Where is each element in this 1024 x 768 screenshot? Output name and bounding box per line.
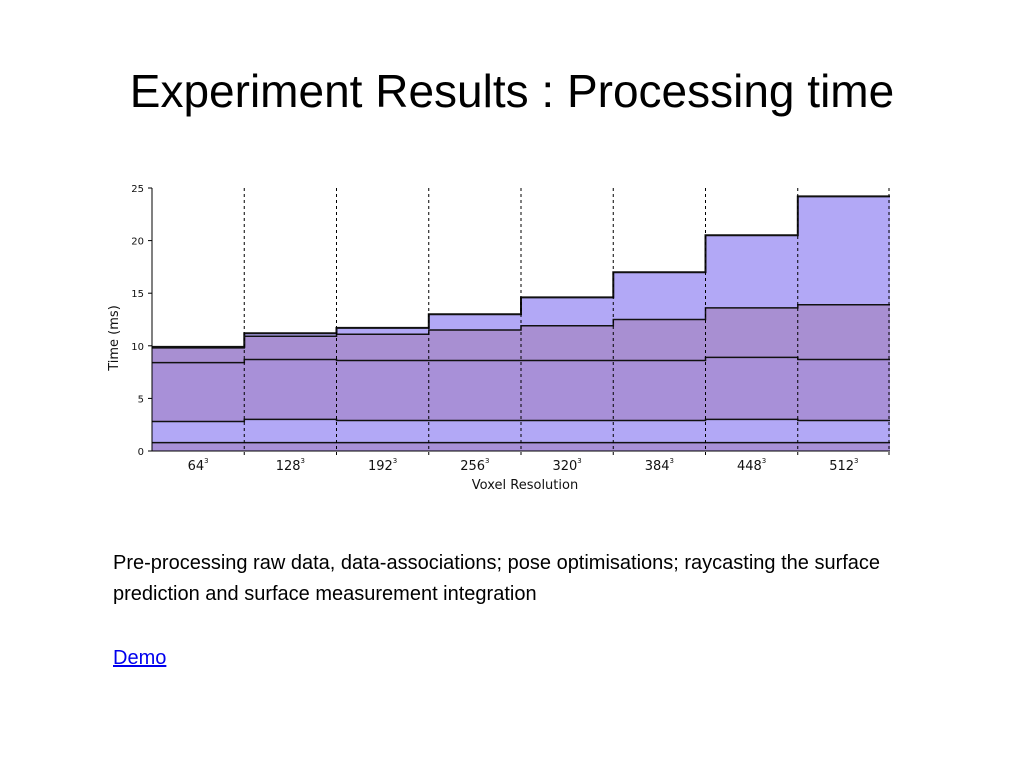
processing-time-chart: 0 5 10 15 20 25 643 1283 1923 2563 3203 3843 4483 51…	[107, 184, 890, 493]
slide-title: Experiment Results : Processing time	[129, 65, 895, 117]
y-tick-label: 15	[131, 289, 144, 300]
x-axis-label: Voxel Resolution	[472, 478, 578, 493]
y-tick-label: 5	[138, 394, 144, 405]
x-tick-label: 2563	[460, 457, 489, 474]
x-tick-label: 4483	[737, 457, 766, 474]
boundary-line-2	[152, 418, 890, 423]
axes	[151, 188, 890, 452]
y-ticks: 0 5 10 15 20 25	[131, 184, 152, 458]
x-tick-label: 5123	[829, 457, 858, 474]
category-separators	[243, 188, 890, 457]
x-tick-label: 1923	[368, 457, 397, 474]
y-tick-label: 10	[131, 342, 144, 353]
x-tick-label: 3203	[552, 457, 581, 474]
y-tick-label: 25	[131, 184, 144, 195]
y-tick-label: 0	[138, 447, 144, 458]
x-tick-label: 3843	[645, 457, 674, 474]
y-axis-label: Time (ms)	[107, 305, 122, 372]
x-tick-label: 643	[188, 457, 209, 474]
demo-link[interactable]: Demo	[113, 647, 167, 669]
x-tick-label: 1283	[276, 457, 305, 474]
slide-description: Pre-processing raw data, data-associatio…	[113, 552, 881, 605]
x-ticks: 643 1283 1923 2563 3203 3843 4483 5123	[188, 457, 859, 474]
y-tick-label: 20	[131, 237, 144, 248]
boundary-line-5	[152, 195, 890, 348]
